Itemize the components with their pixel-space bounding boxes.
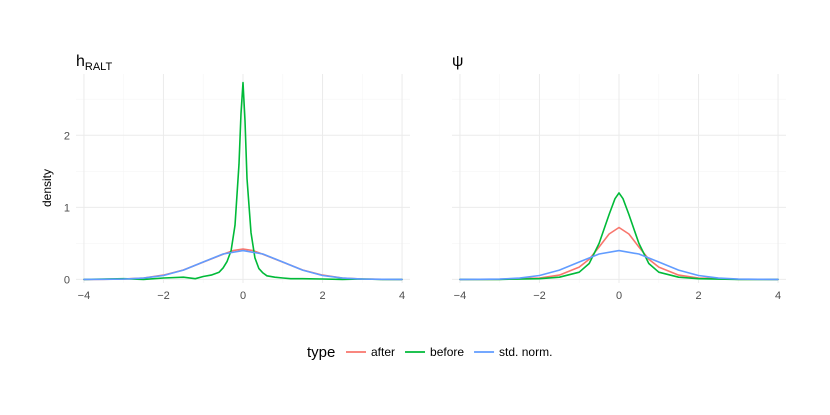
panel-psi: ψ −4 −2 0 2 4 bbox=[452, 53, 786, 302]
x-tick-label: −4 bbox=[78, 290, 91, 302]
legend-title: type bbox=[307, 344, 335, 361]
series-line-before bbox=[83, 81, 403, 281]
series-line-std-norm bbox=[459, 249, 779, 281]
x-tick-label: −2 bbox=[157, 290, 170, 302]
series-line-before bbox=[459, 192, 779, 281]
panel-title-h-ralt: hRALT bbox=[76, 53, 112, 73]
x-tick-label: 0 bbox=[240, 290, 246, 302]
gridlines bbox=[452, 74, 786, 283]
y-tick-label: 2 bbox=[64, 130, 70, 142]
y-tick-label: 0 bbox=[64, 274, 70, 286]
gridlines bbox=[76, 74, 410, 283]
legend-label-before: before bbox=[430, 345, 464, 359]
x-tick-label: 4 bbox=[775, 290, 781, 302]
y-axis-title: density bbox=[40, 169, 54, 207]
x-tick-label: −4 bbox=[454, 290, 467, 302]
panel-title-psi: ψ bbox=[452, 53, 463, 70]
series-line-std-norm bbox=[83, 249, 403, 281]
x-tick-label: −2 bbox=[533, 290, 546, 302]
series-line-after bbox=[459, 226, 779, 281]
panel-h-ralt: hRALT −4 −2 0 2 4 0 1 2 bbox=[64, 53, 410, 302]
legend: type after before std. norm. bbox=[307, 344, 552, 361]
x-tick-label: 2 bbox=[695, 290, 701, 302]
x-tick-label: 4 bbox=[399, 290, 405, 302]
x-tick-label: 0 bbox=[616, 290, 622, 302]
y-tick-label: 1 bbox=[64, 202, 70, 214]
x-tick-label: 2 bbox=[319, 290, 325, 302]
legend-label-after: after bbox=[371, 345, 395, 359]
legend-label-std-norm: std. norm. bbox=[499, 345, 552, 359]
